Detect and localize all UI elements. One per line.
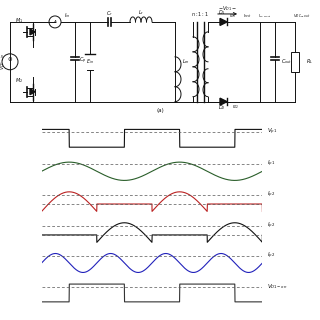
Bar [291,52,299,72]
Text: $I_{rect}$: $I_{rect}$ [243,12,252,20]
Text: $-V_{D1}-$: $-V_{D1}-$ [218,4,236,13]
Text: $V_{DC-out}$: $V_{DC-out}$ [293,12,311,20]
Polygon shape [30,29,35,35]
Text: $M_1$: $M_1$ [15,16,23,25]
Text: $D_1$: $D_1$ [218,8,226,17]
Text: $E_{in}$: $E_{in}$ [86,57,94,66]
Text: $I_{p1}$: $I_{p1}$ [267,159,275,169]
Text: $C_{out}$: $C_{out}$ [281,57,292,66]
Polygon shape [220,98,227,105]
Polygon shape [220,19,227,25]
Text: $I_{p2}$: $I_{p2}$ [267,251,275,261]
Text: $I_{D1}$: $I_{D1}$ [229,12,236,20]
Text: $C_r$: $C_r$ [106,9,113,18]
Text: $V_{p1}$: $V_{p1}$ [267,127,277,137]
Text: $I_{p2}$: $I_{p2}$ [267,190,275,200]
Text: $L_m$: $L_m$ [182,57,190,66]
Text: $\oplus$: $\oplus$ [7,55,13,63]
Polygon shape [30,89,35,95]
Text: $n:1:1$: $n:1:1$ [191,10,209,18]
Text: $A$: $A$ [52,19,57,25]
Text: $I_{p2}$: $I_{p2}$ [267,220,275,231]
Text: $V_{D1-on}$: $V_{D1-on}$ [267,282,287,291]
Text: $I_{D2}$: $I_{D2}$ [231,104,238,111]
Text: $I_{in}$: $I_{in}$ [64,11,70,20]
Text: $I_{DC-out}$: $I_{DC-out}$ [258,12,272,20]
Text: $M_2$: $M_2$ [15,76,23,84]
Text: $R_L$: $R_L$ [306,57,313,66]
Text: $L_r$: $L_r$ [138,8,144,17]
Text: (a): (a) [156,108,164,113]
Text: $C_p$: $C_p$ [79,55,86,66]
Text: $D_2$: $D_2$ [218,103,226,112]
Text: $V_{DC-in}$: $V_{DC-in}$ [0,53,7,70]
